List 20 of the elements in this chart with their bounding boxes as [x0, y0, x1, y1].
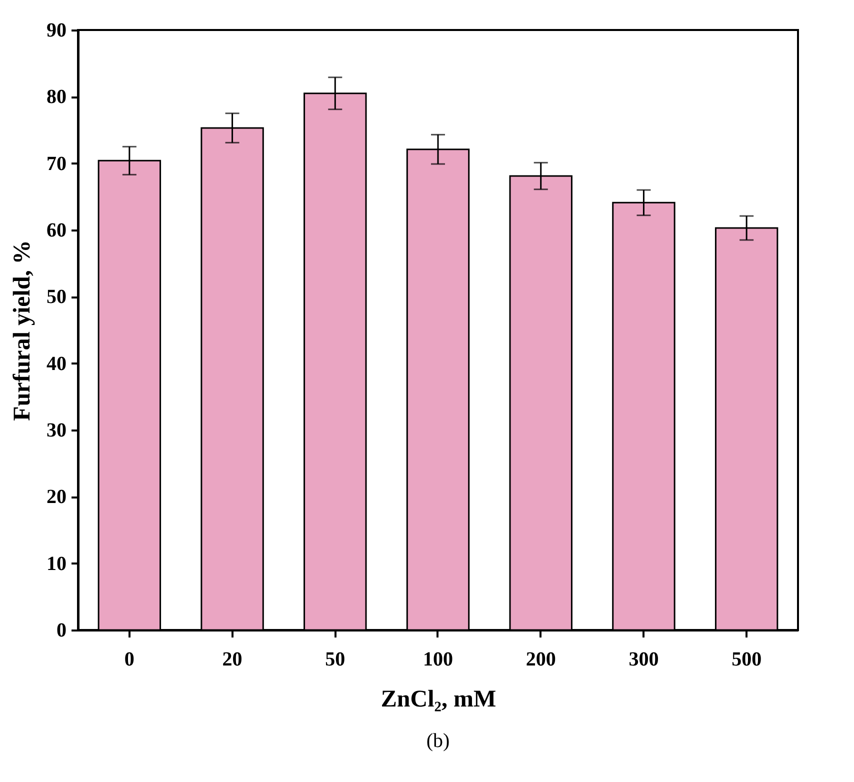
- x-axis-title: ZnCl₂, mM: [380, 686, 496, 712]
- x-tick-label: 500: [732, 648, 762, 670]
- y-tick-label: 0: [56, 620, 66, 642]
- x-tick-label: 0: [124, 648, 134, 670]
- y-tick-label: 10: [46, 552, 66, 575]
- y-tick-label: 80: [46, 86, 66, 108]
- text: (b): [426, 730, 450, 752]
- y-axis-title: Furfural yield, %: [10, 240, 36, 421]
- y-tick-label: 20: [46, 486, 66, 508]
- y-tick-label: 50: [46, 286, 66, 308]
- x-tick-label: 300: [628, 648, 659, 670]
- y-tick-label: 60: [46, 220, 66, 242]
- y-tick-label: 40: [46, 352, 66, 375]
- x-tick-label: 20: [222, 648, 242, 670]
- x-tick-label: 200: [526, 648, 556, 670]
- y-tick-label: 30: [46, 420, 66, 442]
- x-tick-label: 50: [325, 648, 346, 670]
- x-tick-label: 100: [423, 648, 453, 670]
- y-tick-label: 90: [46, 20, 66, 42]
- y-tick-label: 70: [46, 152, 66, 175]
